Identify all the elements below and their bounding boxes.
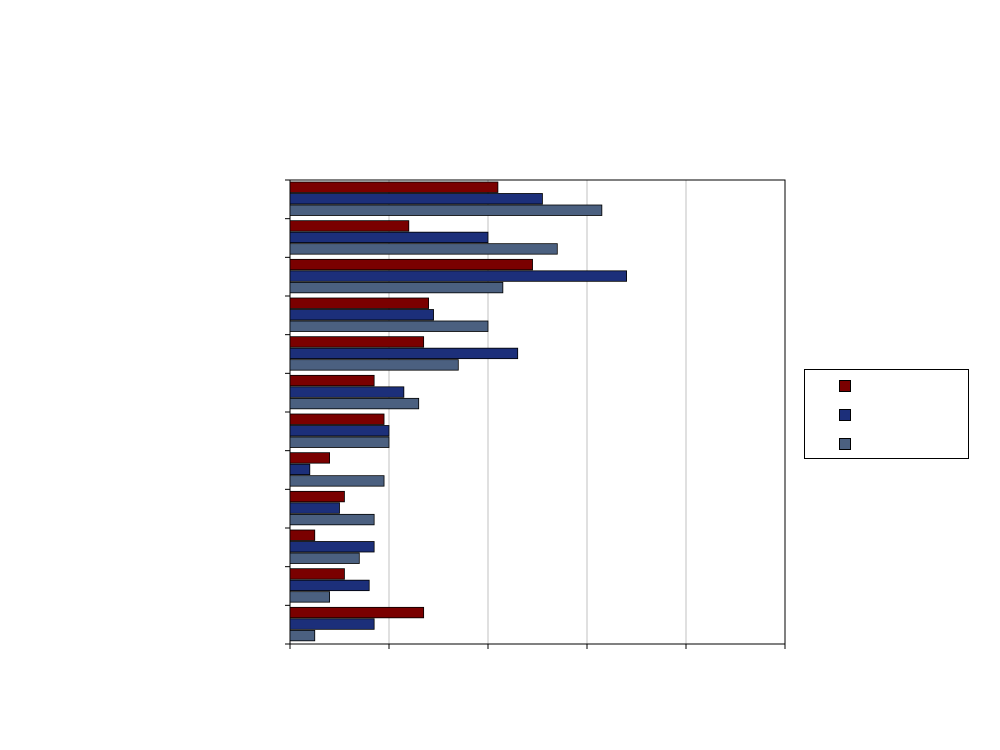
bar-series-3 [289,591,330,603]
legend-swatch-series-3 [839,438,851,450]
bar-series-2 [289,463,311,476]
bar-series-3 [289,281,504,294]
bar-series-2 [289,541,375,553]
bar-series-1 [289,336,425,348]
bar-series-1 [289,606,425,619]
bar-series-3 [289,320,489,332]
bars [289,181,628,642]
legend-swatch-series-2 [839,409,851,421]
bar-series-1 [289,220,410,232]
bar-series-2 [289,193,543,205]
bar-series-1 [289,490,345,503]
bar-series-1 [289,258,533,271]
bar-series-2 [289,618,375,630]
bar-series-3 [289,243,558,255]
bar-series-3 [289,397,420,410]
bar-series-3 [289,436,390,448]
bar-series-3 [289,359,459,371]
bar-series-2 [289,502,340,514]
bar-series-1 [289,568,345,580]
bar-series-2 [289,425,390,437]
legend-swatch-series-1 [839,380,851,392]
bar-series-1 [289,529,316,541]
bar-series-1 [289,413,385,425]
bar-series-3 [289,629,316,642]
bar-series-2 [289,309,434,321]
bar-series-2 [289,270,628,282]
bar-series-3 [289,204,603,216]
grid-lines [388,180,687,644]
legend-item-series-3 [839,437,859,451]
bar-series-3 [289,552,360,564]
bar-series-2 [289,386,405,398]
bar-series-2 [289,347,519,360]
bar-series-3 [289,513,375,526]
legend [804,369,969,459]
legend-item-series-1 [839,379,859,393]
bar-series-2 [289,231,489,244]
axes [285,179,786,649]
bar-series-1 [289,181,499,193]
bar-series-1 [289,374,375,387]
bar-series-3 [289,475,385,487]
bar-series-1 [289,297,430,309]
bar-series-1 [289,452,330,464]
bar-series-2 [289,579,370,592]
legend-item-series-2 [839,408,859,422]
